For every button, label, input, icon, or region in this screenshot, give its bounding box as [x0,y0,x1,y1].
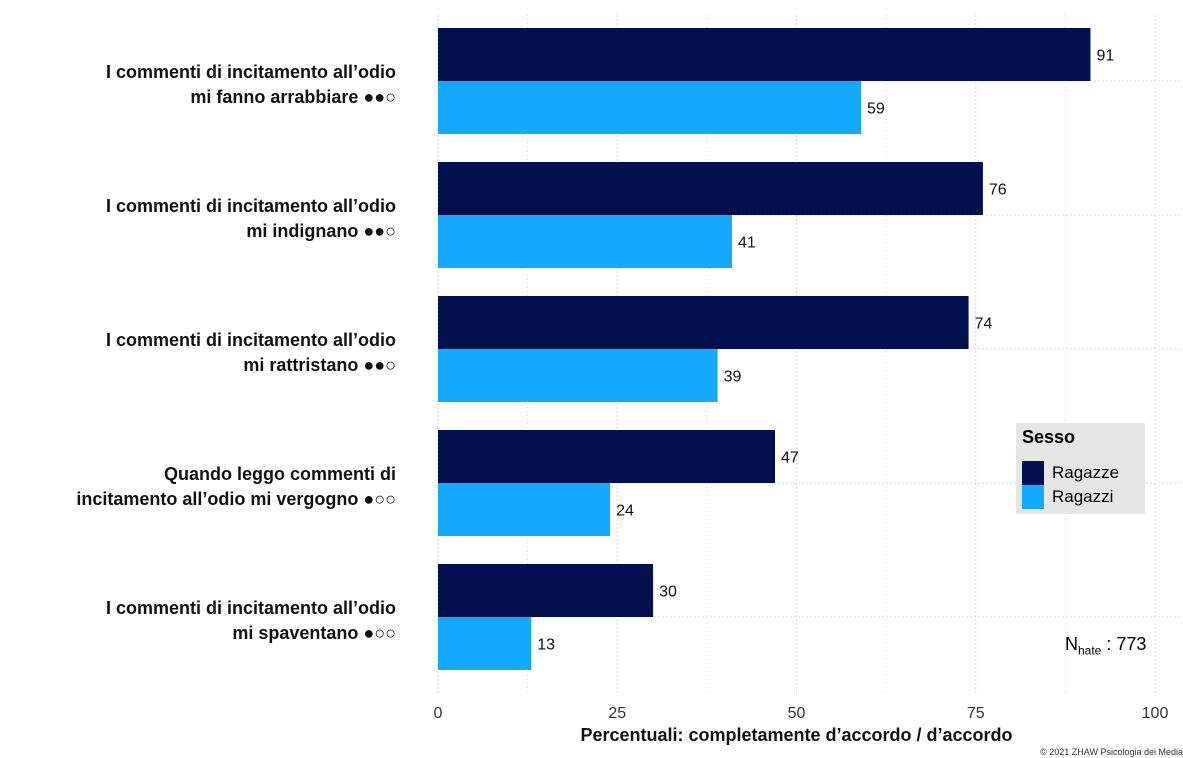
value-label: 39 [724,369,742,386]
bar-ragazzi [438,483,611,536]
category-label: Quando leggo commenti di [164,464,396,484]
legend-swatch-ragazze [1022,461,1044,485]
legend-title: Sesso [1022,427,1076,447]
x-tick-label: 0 [434,705,443,722]
legend-swatch-ragazzi [1022,485,1044,509]
x-tick-label: 100 [1142,705,1169,722]
x-axis-label: Percentuali: completamente d’accordo / d… [580,725,1012,745]
legend-item-ragazze: Ragazze [1022,461,1119,485]
category-label: mi spaventano ●○○ [232,623,396,643]
note-prefix: N [1065,634,1078,654]
legend: Sesso Ragazze Ragazzi [1016,423,1145,514]
legend-label-ragazzi: Ragazzi [1052,487,1114,506]
value-label: 74 [975,316,993,333]
value-label: 30 [659,584,677,601]
category-label: I commenti di incitamento all’odio [106,330,396,350]
bar-ragazze [438,564,654,617]
bar-ragazzi [438,81,862,134]
bar-ragazzi [438,349,718,402]
copyright: © 2021 ZHAW Psicologia dei Media [1040,747,1183,757]
category-label: mi indignano ●●○ [246,221,396,241]
value-label: 24 [616,503,634,520]
category-label: mi rattristano ●●○ [243,355,396,375]
value-label: 47 [781,450,799,467]
sample-size-note: Nhate : 773 [1065,634,1146,658]
bar-ragazze [438,296,969,349]
category-label: I commenti di incitamento all’odio [106,196,396,216]
value-label: 41 [738,235,756,252]
x-tick-label: 75 [967,705,985,722]
legend-label-ragazze: Ragazze [1052,463,1120,482]
value-label: 13 [537,637,555,654]
bar-ragazze [438,162,983,215]
legend-item-ragazzi: Ragazzi [1022,485,1113,509]
category-label: I commenti di incitamento all’odio [106,62,396,82]
bar-ragazzi [438,617,532,670]
x-tick-label: 25 [608,705,626,722]
note-value: : 773 [1101,634,1147,654]
category-label: mi fanno arrabbiare ●●○ [190,87,396,107]
bar-ragazze [438,28,1091,81]
value-label: 76 [989,182,1007,199]
x-tick-label: 50 [788,705,806,722]
category-label: incitamento all’odio mi vergogno ●○○ [76,489,396,509]
bar-ragazze [438,430,775,483]
bar-ragazzi [438,215,732,268]
category-label: I commenti di incitamento all’odio [106,598,396,618]
value-label: 59 [867,101,885,118]
value-label: 91 [1096,48,1114,65]
note-subscript: hate [1078,643,1102,658]
